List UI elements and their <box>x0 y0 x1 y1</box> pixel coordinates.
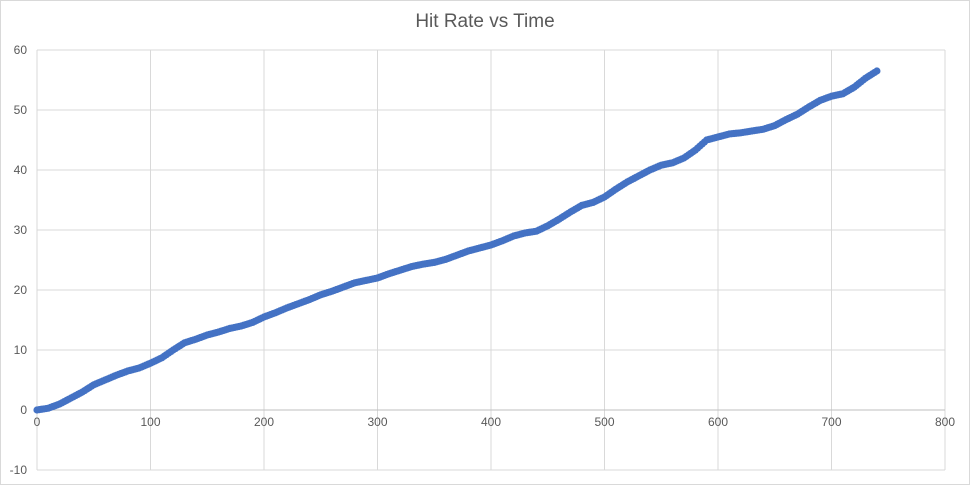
x-tick-label: 700 <box>821 415 841 429</box>
x-tick-label: 500 <box>594 415 614 429</box>
y-tick-label: 60 <box>14 43 28 57</box>
y-tick-label: 40 <box>14 163 28 177</box>
x-tick-label: 800 <box>935 415 955 429</box>
y-tick-label: 10 <box>14 343 28 357</box>
y-tick-label: 0 <box>20 403 27 417</box>
x-tick-label: 200 <box>254 415 274 429</box>
y-tick-label: 50 <box>14 103 28 117</box>
chart-title: Hit Rate vs Time <box>415 11 555 32</box>
y-tick-label: -10 <box>10 463 28 477</box>
x-tick-label: 600 <box>708 415 728 429</box>
y-tick-label: 20 <box>14 283 28 297</box>
x-tick-label: 300 <box>367 415 387 429</box>
data-point <box>873 67 881 75</box>
x-tick-label: 100 <box>140 415 160 429</box>
x-tick-label: 400 <box>481 415 501 429</box>
y-tick-label: 30 <box>14 223 28 237</box>
x-tick-label: 0 <box>34 415 41 429</box>
